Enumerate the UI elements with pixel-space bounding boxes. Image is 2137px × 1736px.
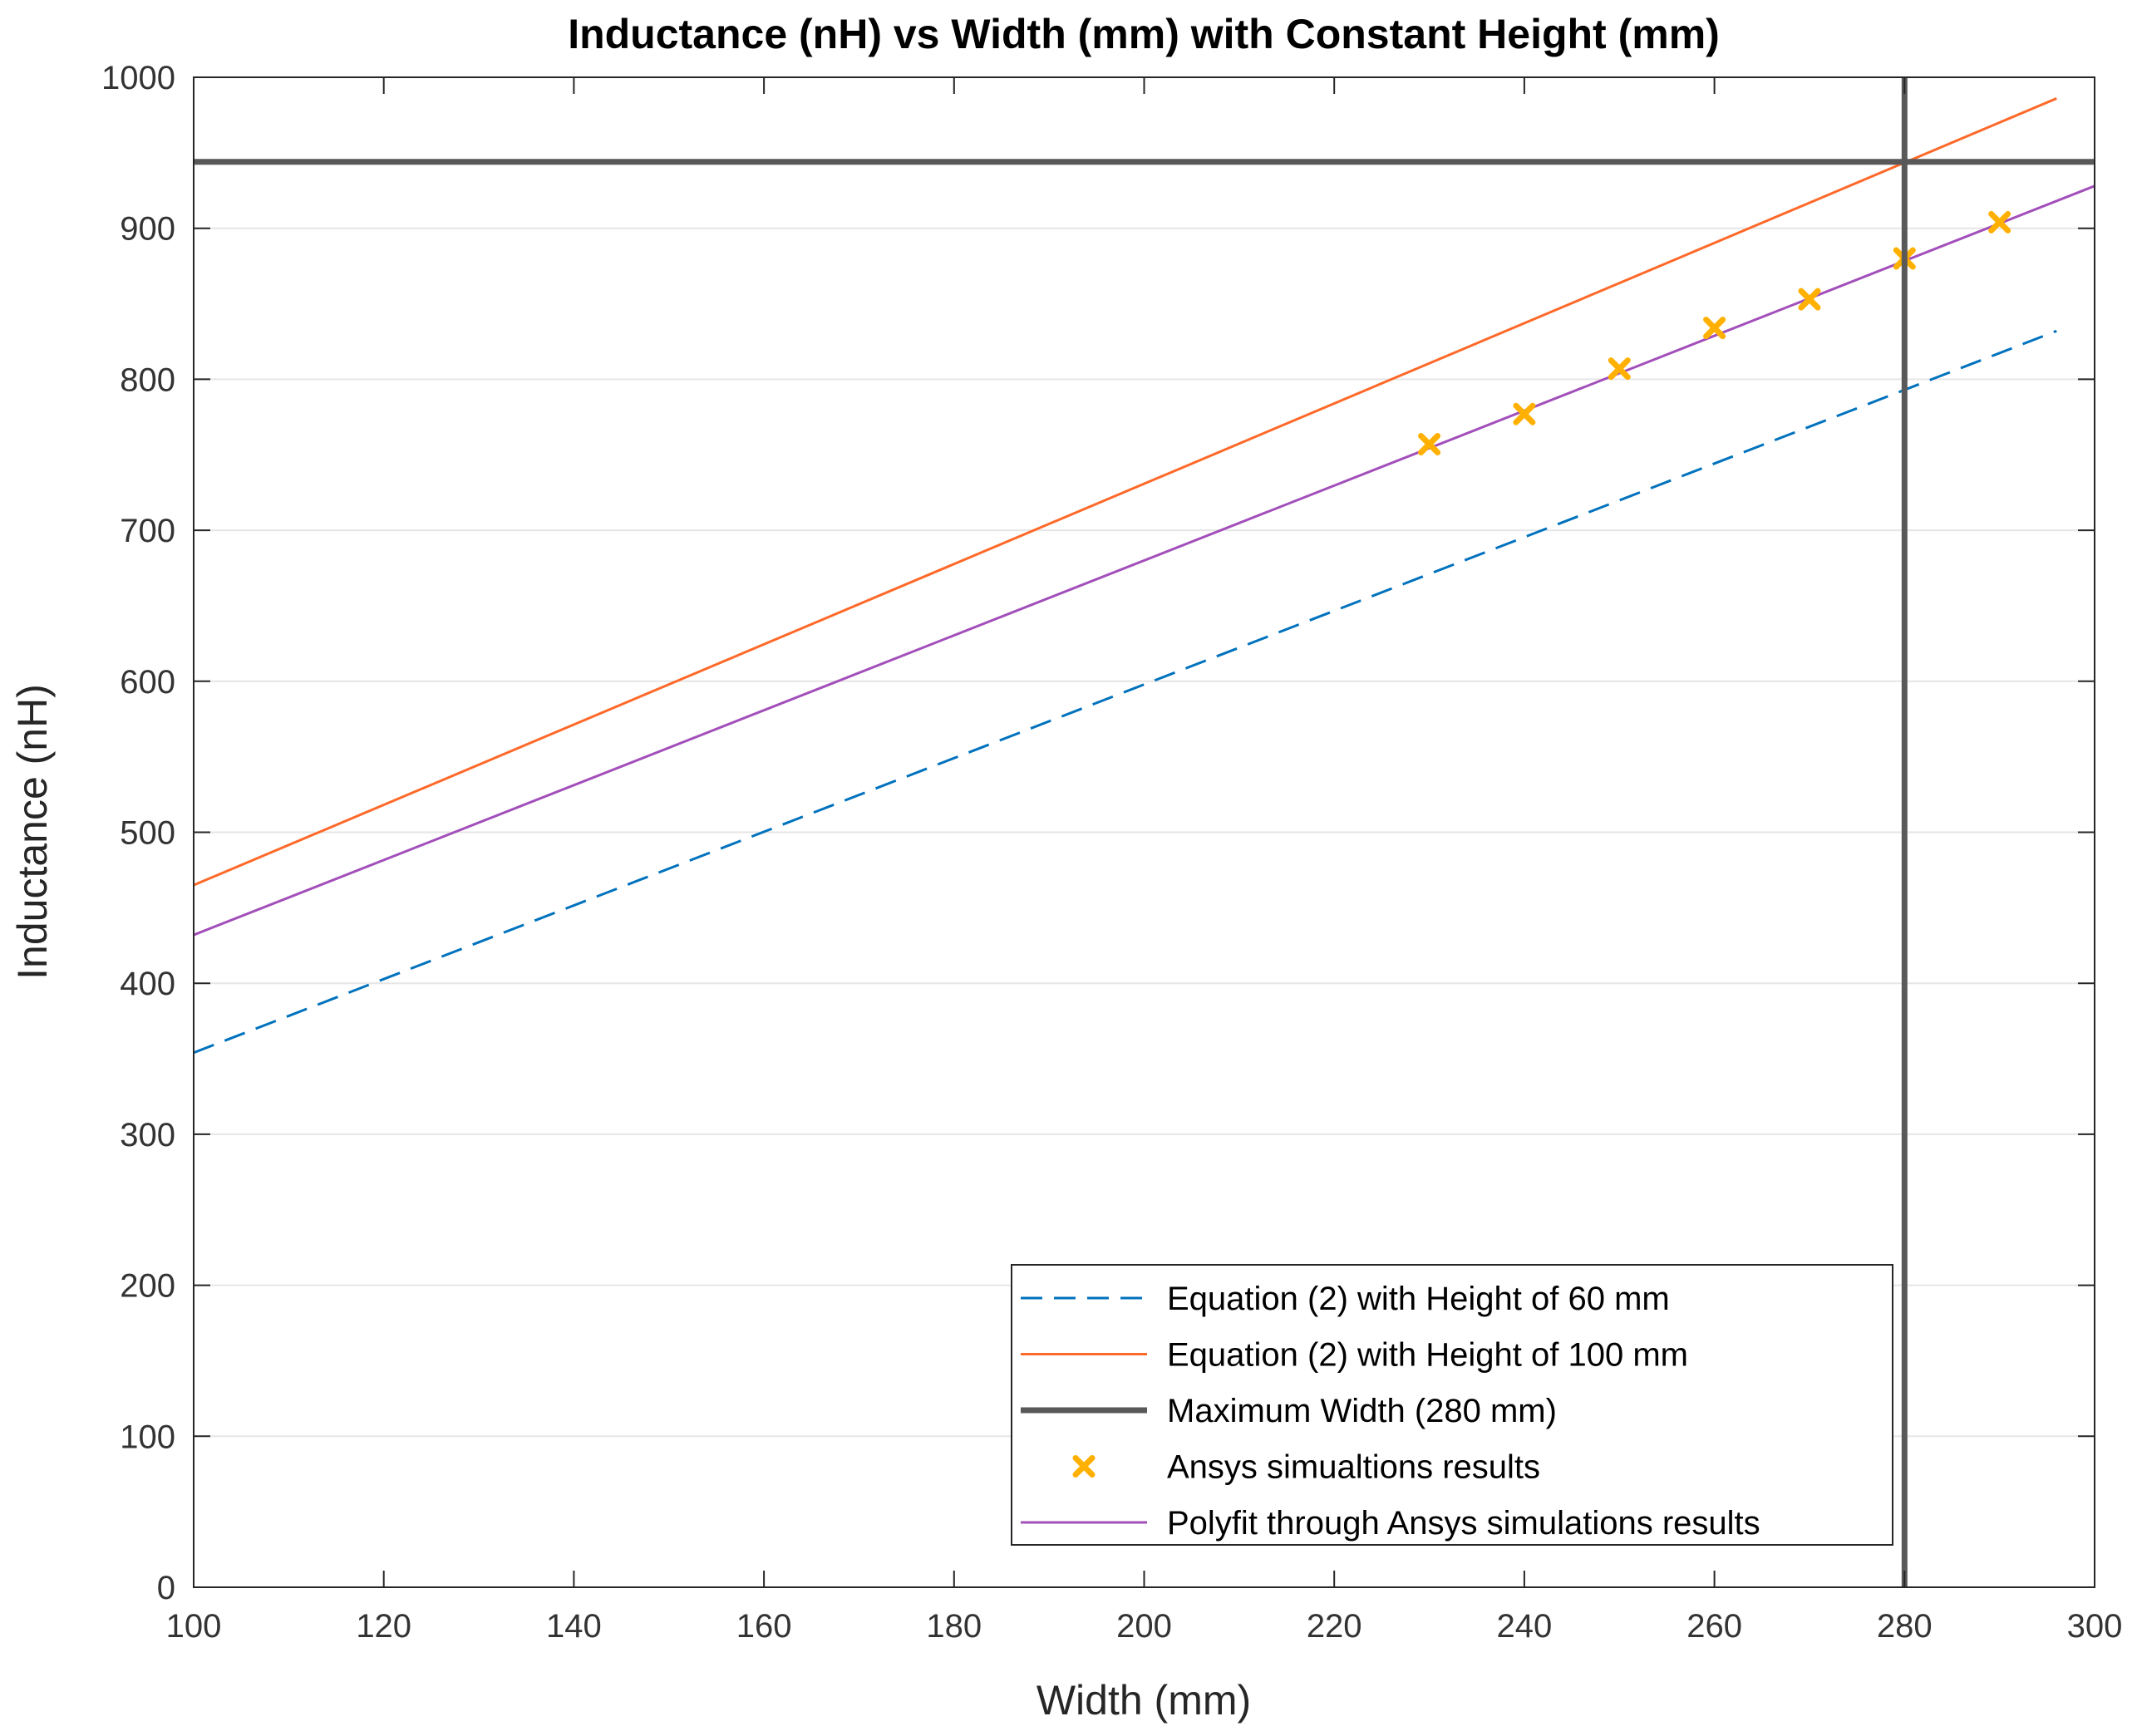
x-tick-label: 100 xyxy=(166,1608,222,1645)
series-equation-2-with-height-of-60-mm xyxy=(193,329,2057,1055)
x-tick-label: 120 xyxy=(356,1608,411,1645)
legend-equation-2-with-height-of-60-mm-label: Equation (2) with Height of 60 mm xyxy=(1167,1281,1670,1317)
y-tick-label: 600 xyxy=(120,664,175,701)
series-polyfit-through-ansys-simulations-results xyxy=(193,184,2095,937)
x-tick-label: 180 xyxy=(926,1608,982,1645)
scatter-point xyxy=(1608,357,1631,381)
x-tick-label: 300 xyxy=(2067,1608,2123,1645)
series-equation-2-with-height-of-100-mm xyxy=(193,97,2057,887)
x-tick-label: 260 xyxy=(1686,1608,1742,1645)
legend-ansys-simualtions-results-marker-stroke-b xyxy=(1072,1455,1096,1478)
scatter-point xyxy=(1798,288,1821,311)
x-tick-label: 220 xyxy=(1307,1608,1362,1645)
scatter-point xyxy=(1703,317,1726,340)
legend-ansys-simualtions-results-label: Ansys simualtions results xyxy=(1167,1449,1540,1486)
legend-box xyxy=(1011,1264,1893,1546)
y-axis-label: Inductance (nH) xyxy=(9,684,56,980)
scatter-point xyxy=(1513,402,1536,425)
x-tick-label: 200 xyxy=(1116,1608,1172,1645)
legend-polyfit-through-ansys-simulations-results-label: Polyfit through Ansys simulations result… xyxy=(1167,1505,1760,1542)
y-tick-label: 500 xyxy=(120,815,175,852)
legend: Equation (2) with Height of 60 mm Equatio… xyxy=(1011,1264,1893,1546)
scatter-point-stroke-b xyxy=(1988,210,2011,234)
y-tick-label: 400 xyxy=(120,966,175,1002)
y-tick-label: 800 xyxy=(120,361,175,398)
x-tick-label: 280 xyxy=(1877,1608,1933,1645)
scatter-point-stroke-b xyxy=(1513,402,1536,425)
y-tick-label: 700 xyxy=(120,513,175,549)
scatter-point-stroke-b xyxy=(1798,288,1821,311)
y-tick-label: 100 xyxy=(120,1419,175,1455)
legend-equation-2-with-height-of-100-mm-label: Equation (2) with Height of 100 mm xyxy=(1167,1337,1688,1374)
scatter-point xyxy=(1988,210,2011,234)
y-tick-label: 0 xyxy=(157,1570,175,1606)
scatter-point xyxy=(1418,433,1441,456)
y-tick-label: 1000 xyxy=(101,60,175,96)
chart-title: Inductance (nH) vs Width (mm) with Const… xyxy=(568,11,1720,57)
x-tick-label: 240 xyxy=(1497,1608,1553,1645)
series-layer xyxy=(193,77,2095,1587)
y-tick-label: 900 xyxy=(120,211,175,248)
y-tick-label: 200 xyxy=(120,1268,175,1305)
y-tick-label: 300 xyxy=(120,1117,175,1153)
legend-maximum-width-280-mm-label: Maximum Width (280 mm) xyxy=(1167,1393,1557,1429)
x-tick-label: 140 xyxy=(546,1608,602,1645)
scatter-point-stroke-b xyxy=(1703,317,1726,340)
scatter-point-stroke-b xyxy=(1418,433,1441,456)
x-axis-label: Width (mm) xyxy=(1036,1677,1251,1724)
scatter-point-stroke-b xyxy=(1608,357,1631,381)
legend-ansys-simualtions-results-marker xyxy=(1072,1455,1096,1478)
x-tick-label: 160 xyxy=(736,1608,792,1645)
